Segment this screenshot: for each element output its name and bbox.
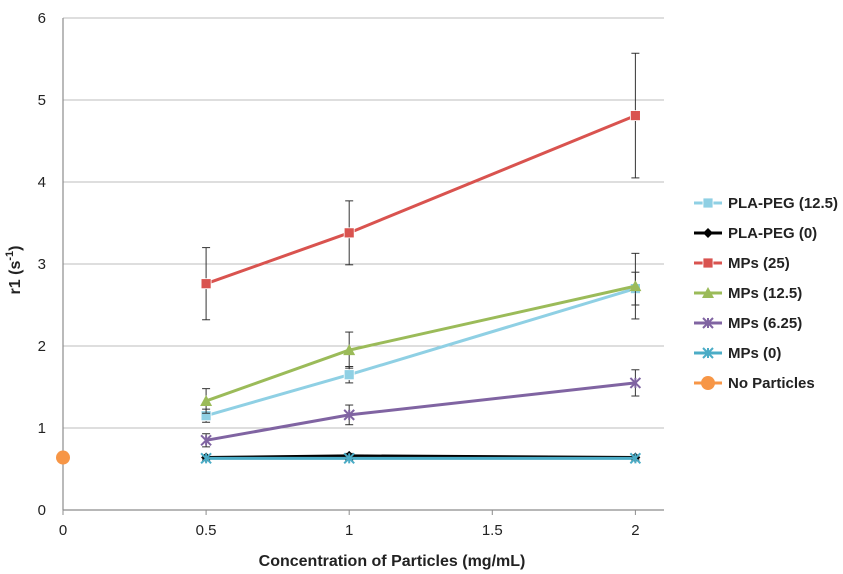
x-tick-label-2: 1 xyxy=(345,522,353,539)
data-point-mps-25-2 xyxy=(629,110,641,121)
tick-labels: 0 1 2 3 4 5 6 0 0.5 1 1.5 2 xyxy=(38,10,640,539)
series-layer xyxy=(56,52,642,465)
legend-label-mps-0: MPs (0) xyxy=(728,345,781,362)
series-line-pla-peg-12-5 xyxy=(205,287,636,418)
legend-marker-no-particles xyxy=(701,376,715,390)
data-point-mps-12-5-0 xyxy=(200,394,213,406)
data-point-mps-6-25-1 xyxy=(343,409,355,421)
data-point-mps-0-2 xyxy=(629,452,642,465)
y-tick-label-2: 2 xyxy=(38,338,46,355)
data-point-mps-0-0 xyxy=(200,452,212,465)
y-tick-label-6: 6 xyxy=(38,10,46,27)
data-point-mps-12-5-2 xyxy=(629,280,642,292)
series-pla-peg-0 xyxy=(201,450,641,463)
legend-label-mps-12-5: MPs (12.5) xyxy=(728,285,802,302)
legend-label-pla-peg-12-5: PLA-PEG (12.5) xyxy=(728,195,838,212)
legend-marker-mps-25 xyxy=(702,257,714,269)
axes xyxy=(62,18,664,515)
data-point-mps-6-25-0 xyxy=(200,434,212,447)
legend-item-mps-0: MPs (0) xyxy=(694,345,781,362)
legend-item-mps-12-5: MPs (12.5) xyxy=(694,285,802,302)
legend-label-no-particles: No Particles xyxy=(728,375,815,392)
data-point-mps-12-5-1 xyxy=(343,344,356,356)
y-axis-title-main: r1 (s xyxy=(7,261,24,295)
grid-lines xyxy=(63,17,664,429)
legend-item-mps-25: MPs (25) xyxy=(694,255,790,272)
y-tick-label-3: 3 xyxy=(38,256,46,273)
series-line-mps-25 xyxy=(205,114,636,286)
legend-marker-pla-peg-12-5 xyxy=(702,197,714,209)
legend-label-mps-6-25: MPs (6.25) xyxy=(728,315,802,332)
legend-marker-mps-6-25 xyxy=(702,317,714,329)
series-mps-6-25 xyxy=(200,369,642,448)
legend-item-pla-peg-0: PLA-PEG (0) xyxy=(694,225,817,242)
data-point-pla-peg-12-5-1 xyxy=(343,369,355,381)
legend-label-mps-25: MPs (25) xyxy=(728,255,790,272)
series-line-mps-6-25 xyxy=(205,381,636,442)
y-tick-label-4: 4 xyxy=(38,174,46,191)
x-tick-label-3: 1.5 xyxy=(482,522,503,539)
y-tick-label-1: 1 xyxy=(38,420,46,437)
series-mps-0 xyxy=(200,452,642,465)
x-tick-label-1: 0.5 xyxy=(196,522,217,539)
series-pla-peg-12-5 xyxy=(200,271,641,423)
y-axis-title: r1 (s-1) xyxy=(4,246,24,295)
x-tick-label-4: 2 xyxy=(631,522,639,539)
data-point-no-particles-0 xyxy=(56,450,70,465)
y-axis-title-sup: -1 xyxy=(4,251,16,261)
y-axis-title-close: ) xyxy=(7,246,24,251)
series-mps-25 xyxy=(200,52,641,321)
legend-item-mps-6-25: MPs (6.25) xyxy=(694,315,802,332)
data-point-mps-25-1 xyxy=(343,227,355,239)
y-tick-label-0: 0 xyxy=(38,502,46,519)
legend-marker-mps-0 xyxy=(702,347,714,359)
legend-label-pla-peg-0: PLA-PEG (0) xyxy=(728,225,817,242)
legend-item-no-particles: No Particles xyxy=(694,375,815,392)
x-tick-label-0: 0 xyxy=(59,522,67,539)
series-no-particles xyxy=(56,450,70,465)
legend-marker-mps-12-5 xyxy=(702,287,714,298)
series-line-mps-12-5 xyxy=(205,284,636,403)
legend-marker-pla-peg-0 xyxy=(703,228,713,238)
legend: PLA-PEG (12.5) PLA-PEG (0) MPs (25) MPs (12… xyxy=(694,195,838,392)
data-point-mps-6-25-2 xyxy=(629,377,642,389)
series-mps-12-5 xyxy=(200,252,642,414)
x-axis-title: Concentration of Particles (mg/mL) xyxy=(259,553,526,570)
data-point-mps-25-0 xyxy=(200,278,212,290)
data-point-mps-0-1 xyxy=(343,452,355,465)
y-tick-label-5: 5 xyxy=(38,92,46,109)
legend-item-pla-peg-12-5: PLA-PEG (12.5) xyxy=(694,195,838,212)
